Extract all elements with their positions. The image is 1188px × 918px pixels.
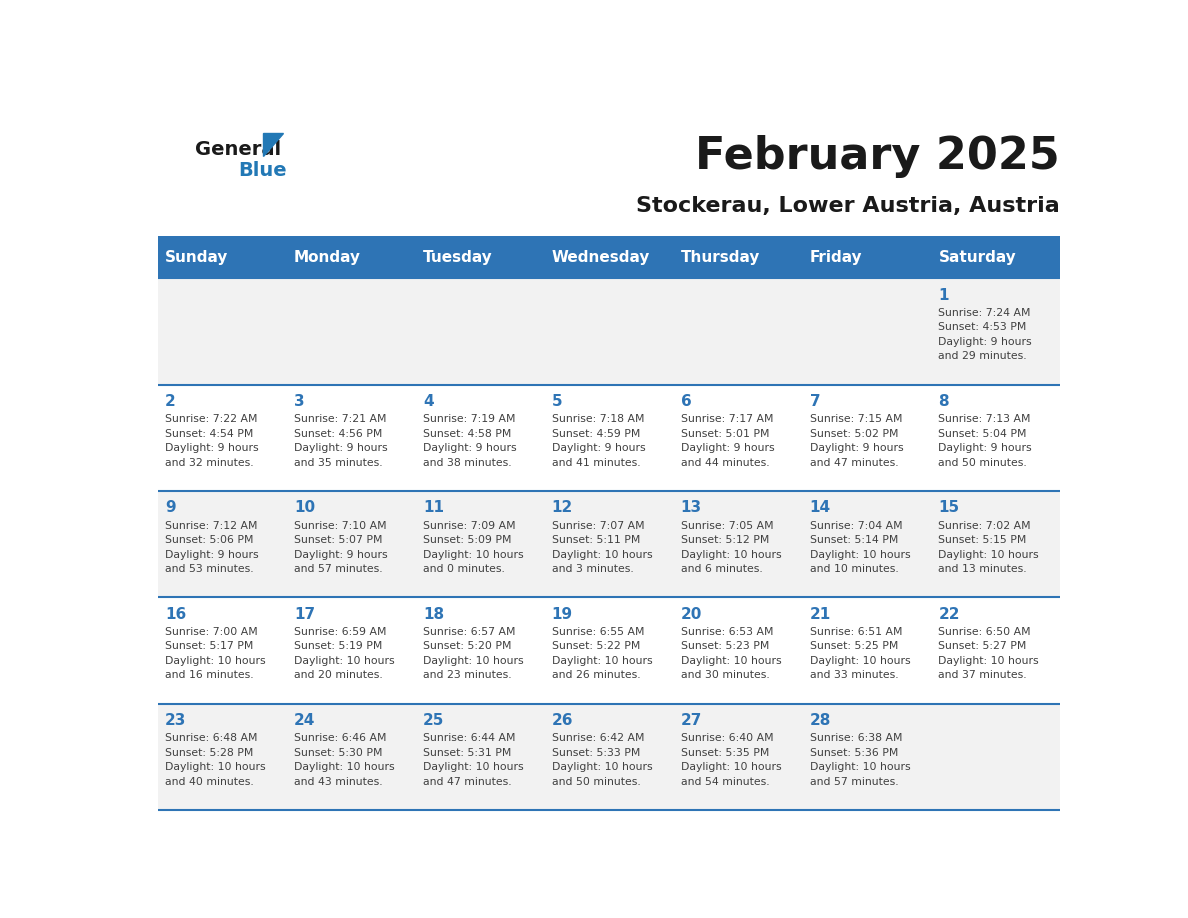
Text: Sunrise: 6:48 AM
Sunset: 5:28 PM
Daylight: 10 hours
and 40 minutes.: Sunrise: 6:48 AM Sunset: 5:28 PM Dayligh… xyxy=(165,733,266,787)
Text: Sunrise: 7:05 AM
Sunset: 5:12 PM
Daylight: 10 hours
and 6 minutes.: Sunrise: 7:05 AM Sunset: 5:12 PM Dayligh… xyxy=(681,521,782,574)
Text: Wednesday: Wednesday xyxy=(551,250,650,264)
Text: Sunrise: 7:18 AM
Sunset: 4:59 PM
Daylight: 9 hours
and 41 minutes.: Sunrise: 7:18 AM Sunset: 4:59 PM Dayligh… xyxy=(551,414,645,467)
Text: 20: 20 xyxy=(681,607,702,621)
Text: 7: 7 xyxy=(809,394,820,409)
Bar xyxy=(158,598,1060,703)
Text: Sunrise: 7:10 AM
Sunset: 5:07 PM
Daylight: 9 hours
and 57 minutes.: Sunrise: 7:10 AM Sunset: 5:07 PM Dayligh… xyxy=(293,521,387,574)
Text: 22: 22 xyxy=(939,607,960,621)
Text: Sunrise: 7:09 AM
Sunset: 5:09 PM
Daylight: 10 hours
and 0 minutes.: Sunrise: 7:09 AM Sunset: 5:09 PM Dayligh… xyxy=(423,521,524,574)
Text: Sunrise: 6:59 AM
Sunset: 5:19 PM
Daylight: 10 hours
and 20 minutes.: Sunrise: 6:59 AM Sunset: 5:19 PM Dayligh… xyxy=(293,627,394,680)
Text: Sunrise: 6:50 AM
Sunset: 5:27 PM
Daylight: 10 hours
and 37 minutes.: Sunrise: 6:50 AM Sunset: 5:27 PM Dayligh… xyxy=(939,627,1040,680)
Text: 11: 11 xyxy=(423,500,444,515)
Bar xyxy=(158,385,1060,491)
Text: 18: 18 xyxy=(423,607,444,621)
Text: Sunrise: 7:15 AM
Sunset: 5:02 PM
Daylight: 9 hours
and 47 minutes.: Sunrise: 7:15 AM Sunset: 5:02 PM Dayligh… xyxy=(809,414,903,467)
Text: 3: 3 xyxy=(293,394,304,409)
Text: 28: 28 xyxy=(809,713,830,728)
Text: 1: 1 xyxy=(939,287,949,303)
Text: 4: 4 xyxy=(423,394,434,409)
Text: 21: 21 xyxy=(809,607,830,621)
Text: Sunrise: 7:00 AM
Sunset: 5:17 PM
Daylight: 10 hours
and 16 minutes.: Sunrise: 7:00 AM Sunset: 5:17 PM Dayligh… xyxy=(165,627,266,680)
Text: Tuesday: Tuesday xyxy=(423,250,493,264)
Text: 13: 13 xyxy=(681,500,702,515)
Text: Blue: Blue xyxy=(239,161,287,180)
Bar xyxy=(158,703,1060,810)
Text: 12: 12 xyxy=(551,500,573,515)
Bar xyxy=(158,491,1060,598)
Text: Sunrise: 6:53 AM
Sunset: 5:23 PM
Daylight: 10 hours
and 30 minutes.: Sunrise: 6:53 AM Sunset: 5:23 PM Dayligh… xyxy=(681,627,782,680)
Text: 27: 27 xyxy=(681,713,702,728)
Text: Sunrise: 7:17 AM
Sunset: 5:01 PM
Daylight: 9 hours
and 44 minutes.: Sunrise: 7:17 AM Sunset: 5:01 PM Dayligh… xyxy=(681,414,775,467)
Text: Stockerau, Lower Austria, Austria: Stockerau, Lower Austria, Austria xyxy=(637,196,1060,217)
Text: Monday: Monday xyxy=(293,250,361,264)
Text: Sunrise: 6:44 AM
Sunset: 5:31 PM
Daylight: 10 hours
and 47 minutes.: Sunrise: 6:44 AM Sunset: 5:31 PM Dayligh… xyxy=(423,733,524,787)
Text: Sunrise: 6:40 AM
Sunset: 5:35 PM
Daylight: 10 hours
and 54 minutes.: Sunrise: 6:40 AM Sunset: 5:35 PM Dayligh… xyxy=(681,733,782,787)
Text: Sunrise: 7:12 AM
Sunset: 5:06 PM
Daylight: 9 hours
and 53 minutes.: Sunrise: 7:12 AM Sunset: 5:06 PM Dayligh… xyxy=(165,521,259,574)
Text: 16: 16 xyxy=(165,607,187,621)
Text: Thursday: Thursday xyxy=(681,250,760,264)
Text: 19: 19 xyxy=(551,607,573,621)
Polygon shape xyxy=(263,133,283,156)
Text: Sunday: Sunday xyxy=(165,250,228,264)
Text: Sunrise: 7:24 AM
Sunset: 4:53 PM
Daylight: 9 hours
and 29 minutes.: Sunrise: 7:24 AM Sunset: 4:53 PM Dayligh… xyxy=(939,308,1032,362)
Text: Sunrise: 6:55 AM
Sunset: 5:22 PM
Daylight: 10 hours
and 26 minutes.: Sunrise: 6:55 AM Sunset: 5:22 PM Dayligh… xyxy=(551,627,652,680)
Bar xyxy=(158,278,1060,385)
Text: 8: 8 xyxy=(939,394,949,409)
Text: Sunrise: 6:51 AM
Sunset: 5:25 PM
Daylight: 10 hours
and 33 minutes.: Sunrise: 6:51 AM Sunset: 5:25 PM Dayligh… xyxy=(809,627,910,680)
Text: 10: 10 xyxy=(293,500,315,515)
Text: Sunrise: 7:02 AM
Sunset: 5:15 PM
Daylight: 10 hours
and 13 minutes.: Sunrise: 7:02 AM Sunset: 5:15 PM Dayligh… xyxy=(939,521,1040,574)
Text: Sunrise: 7:19 AM
Sunset: 4:58 PM
Daylight: 9 hours
and 38 minutes.: Sunrise: 7:19 AM Sunset: 4:58 PM Dayligh… xyxy=(423,414,517,467)
Text: Sunrise: 7:13 AM
Sunset: 5:04 PM
Daylight: 9 hours
and 50 minutes.: Sunrise: 7:13 AM Sunset: 5:04 PM Dayligh… xyxy=(939,414,1032,467)
Text: Sunrise: 6:46 AM
Sunset: 5:30 PM
Daylight: 10 hours
and 43 minutes.: Sunrise: 6:46 AM Sunset: 5:30 PM Dayligh… xyxy=(293,733,394,787)
Text: Sunrise: 7:04 AM
Sunset: 5:14 PM
Daylight: 10 hours
and 10 minutes.: Sunrise: 7:04 AM Sunset: 5:14 PM Dayligh… xyxy=(809,521,910,574)
Bar xyxy=(158,236,1060,278)
Text: Sunrise: 7:22 AM
Sunset: 4:54 PM
Daylight: 9 hours
and 32 minutes.: Sunrise: 7:22 AM Sunset: 4:54 PM Dayligh… xyxy=(165,414,259,467)
Text: Sunrise: 7:07 AM
Sunset: 5:11 PM
Daylight: 10 hours
and 3 minutes.: Sunrise: 7:07 AM Sunset: 5:11 PM Dayligh… xyxy=(551,521,652,574)
Text: General: General xyxy=(195,140,280,159)
Text: 25: 25 xyxy=(423,713,444,728)
Text: 15: 15 xyxy=(939,500,960,515)
Text: 23: 23 xyxy=(165,713,187,728)
Text: Sunrise: 6:38 AM
Sunset: 5:36 PM
Daylight: 10 hours
and 57 minutes.: Sunrise: 6:38 AM Sunset: 5:36 PM Dayligh… xyxy=(809,733,910,787)
Text: Friday: Friday xyxy=(809,250,862,264)
Text: 5: 5 xyxy=(551,394,562,409)
Text: 24: 24 xyxy=(293,713,315,728)
Text: 2: 2 xyxy=(165,394,176,409)
Text: Saturday: Saturday xyxy=(939,250,1016,264)
Text: 26: 26 xyxy=(551,713,574,728)
Text: Sunrise: 6:57 AM
Sunset: 5:20 PM
Daylight: 10 hours
and 23 minutes.: Sunrise: 6:57 AM Sunset: 5:20 PM Dayligh… xyxy=(423,627,524,680)
Text: 17: 17 xyxy=(293,607,315,621)
Text: Sunrise: 7:21 AM
Sunset: 4:56 PM
Daylight: 9 hours
and 35 minutes.: Sunrise: 7:21 AM Sunset: 4:56 PM Dayligh… xyxy=(293,414,387,467)
Text: 9: 9 xyxy=(165,500,176,515)
Text: 14: 14 xyxy=(809,500,830,515)
Text: February 2025: February 2025 xyxy=(695,135,1060,178)
Text: 6: 6 xyxy=(681,394,691,409)
Text: Sunrise: 6:42 AM
Sunset: 5:33 PM
Daylight: 10 hours
and 50 minutes.: Sunrise: 6:42 AM Sunset: 5:33 PM Dayligh… xyxy=(551,733,652,787)
